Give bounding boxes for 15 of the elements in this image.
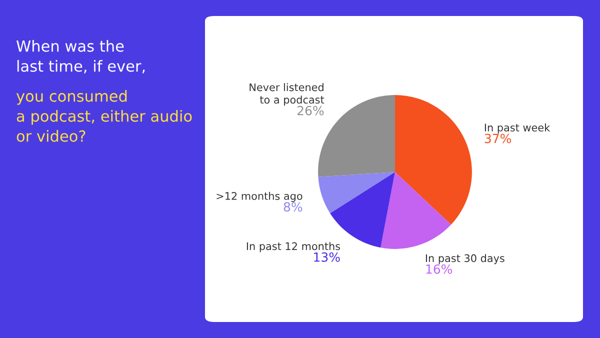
text: When was the last time, if ever, bbox=[16, 40, 145, 74]
data-label: 37% bbox=[484, 134, 512, 144]
data-label: 8% bbox=[284, 202, 302, 212]
data-label: 13% bbox=[314, 252, 340, 262]
pie-slice bbox=[395, 95, 472, 225]
slice-label: Never listened to a podcast bbox=[250, 83, 324, 106]
pie-slice bbox=[318, 172, 395, 214]
slice-label: In past 30 days bbox=[426, 254, 504, 264]
pie-slice bbox=[380, 172, 452, 249]
slice-label: In past 12 months bbox=[246, 242, 340, 252]
data-label: 16% bbox=[426, 264, 452, 274]
slice-label: In past week bbox=[484, 123, 550, 134]
slice-label: >12 months ago bbox=[216, 192, 302, 202]
text: you consumed a podcast, either audio or video? bbox=[16, 90, 192, 142]
data-label: 26% bbox=[297, 106, 324, 116]
